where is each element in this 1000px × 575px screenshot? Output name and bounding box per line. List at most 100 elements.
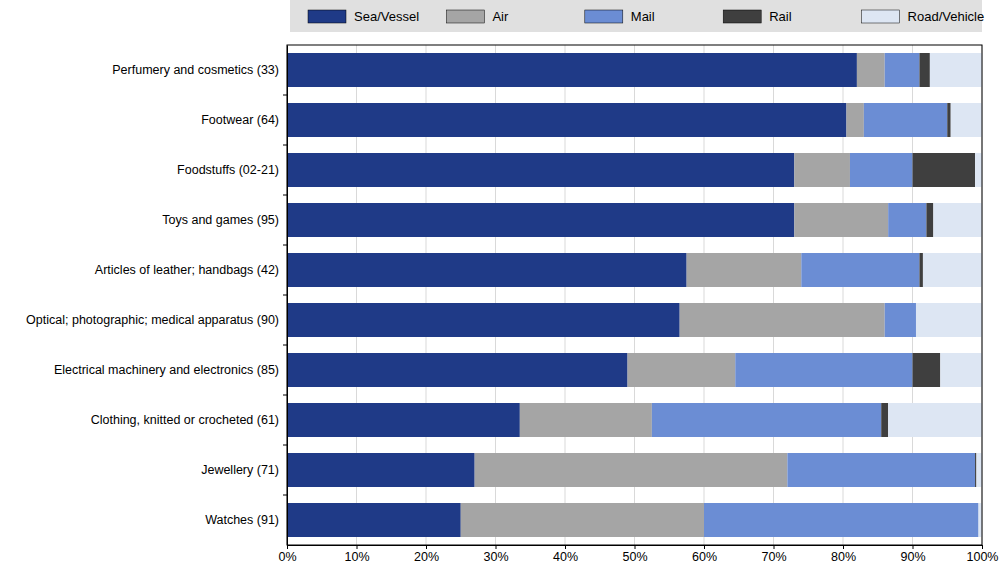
tick: 50% — [622, 545, 647, 564]
tick: Footwear (64) — [201, 113, 287, 127]
legend-label: Mail — [631, 9, 655, 24]
bar-segment — [919, 53, 929, 87]
tick-mark — [913, 545, 914, 549]
tick-mark — [635, 545, 636, 549]
tick: Electrical machinery and electronics (85… — [54, 363, 287, 377]
bar-segment — [975, 153, 982, 187]
tick-mark — [704, 545, 705, 549]
separator-tick — [283, 295, 287, 296]
bar-segment — [680, 303, 885, 337]
bar-segment — [704, 503, 979, 537]
separator-tick — [283, 495, 287, 496]
separator-tick — [283, 345, 287, 346]
bar-segment — [475, 453, 788, 487]
tick: 20% — [414, 545, 439, 564]
bar-segment — [846, 103, 863, 137]
series — [287, 53, 857, 537]
bar-segment — [687, 253, 802, 287]
bar-segment — [885, 303, 916, 337]
tick-label: 70% — [761, 550, 786, 564]
tick: Foodstuffs (02-21) — [177, 163, 287, 177]
bar-segment — [801, 253, 919, 287]
bar-segment — [287, 503, 461, 537]
bar-segment — [888, 403, 982, 437]
x-axis: 0%10%20%30%40%50%60%70%80%90%100% — [278, 545, 998, 564]
bar-segment — [794, 203, 888, 237]
bar-segment — [923, 253, 982, 287]
axis-line — [287, 46, 288, 546]
separator-tick — [283, 245, 287, 246]
bar-segment — [287, 303, 680, 337]
legend-swatch — [585, 10, 623, 23]
tick-label: 40% — [553, 550, 578, 564]
plot-background — [287, 45, 982, 545]
tick: Toys and games (95) — [162, 213, 287, 227]
bar-segment — [930, 53, 982, 87]
bar-segment — [926, 203, 933, 237]
bar-segment — [916, 303, 982, 337]
tick-label: 50% — [622, 550, 647, 564]
bar-segment — [951, 103, 982, 137]
bar-segment — [933, 203, 982, 237]
tick-mark — [982, 545, 983, 549]
bar-segment — [287, 203, 794, 237]
tick: Perfumery and cosmetics (33) — [112, 63, 287, 77]
tick: 30% — [483, 545, 508, 564]
bar-segment — [787, 453, 975, 487]
legend-swatch — [308, 10, 346, 23]
axis-line — [288, 546, 983, 550]
bar-segment — [913, 153, 976, 187]
plot-frame — [287, 45, 982, 545]
category-label: Articles of leather; handbags (42) — [95, 263, 279, 277]
tick-mark — [774, 545, 775, 549]
tick: Optical; photographic; medical apparatus… — [26, 313, 287, 327]
tick: 70% — [761, 545, 786, 564]
tick-mark — [426, 545, 427, 549]
tick-mark — [357, 545, 358, 549]
separator-tick — [283, 95, 287, 96]
bar-segment — [864, 103, 947, 137]
bar-segment — [913, 353, 941, 387]
tick-label: 100% — [967, 550, 999, 564]
bar-segment — [735, 353, 912, 387]
bar-segment — [979, 503, 982, 537]
legend-label: Sea/Vessel — [354, 9, 419, 24]
y-axis: Perfumery and cosmetics (33) Footwear (64… — [26, 46, 287, 546]
legend-label: Rail — [769, 9, 792, 24]
bar-segment — [628, 353, 736, 387]
legend-swatch — [446, 10, 484, 23]
separator-tick — [283, 195, 287, 196]
tick-mark — [496, 545, 497, 549]
series — [652, 53, 979, 537]
bar-segment — [287, 403, 520, 437]
tick-label: 80% — [831, 550, 856, 564]
tick-mark — [565, 545, 566, 549]
bar-segment — [850, 153, 913, 187]
bar-segment — [857, 53, 885, 87]
bar-segment — [287, 153, 794, 187]
bar-segment — [287, 453, 475, 487]
bar-segment — [885, 53, 920, 87]
bar-segment — [940, 353, 982, 387]
tick: 90% — [900, 545, 925, 564]
legend-swatch — [862, 10, 900, 23]
bar-segment — [976, 453, 982, 487]
tick: Articles of leather; handbags (42) — [95, 263, 287, 277]
tick: 80% — [831, 545, 856, 564]
bar-segment — [919, 253, 922, 287]
tick: Watches (91) — [205, 513, 287, 527]
bar-segment — [947, 103, 950, 137]
tick: 60% — [692, 545, 717, 564]
bar-segment — [881, 403, 888, 437]
tick-label: 30% — [483, 550, 508, 564]
category-label: Footwear (64) — [201, 113, 279, 127]
bar-segment — [888, 203, 926, 237]
category-label: Electrical machinery and electronics (85… — [54, 363, 279, 377]
legend-background — [290, 0, 982, 32]
bar-segment — [975, 453, 976, 487]
category-label: Jewellery (71) — [201, 463, 279, 477]
chart: 0%10%20%30%40%50%60%70%80%90%100%Perfume… — [0, 0, 1000, 575]
tick-label: 0% — [278, 550, 296, 564]
bar-segment — [287, 53, 857, 87]
legend-swatch — [723, 10, 761, 23]
